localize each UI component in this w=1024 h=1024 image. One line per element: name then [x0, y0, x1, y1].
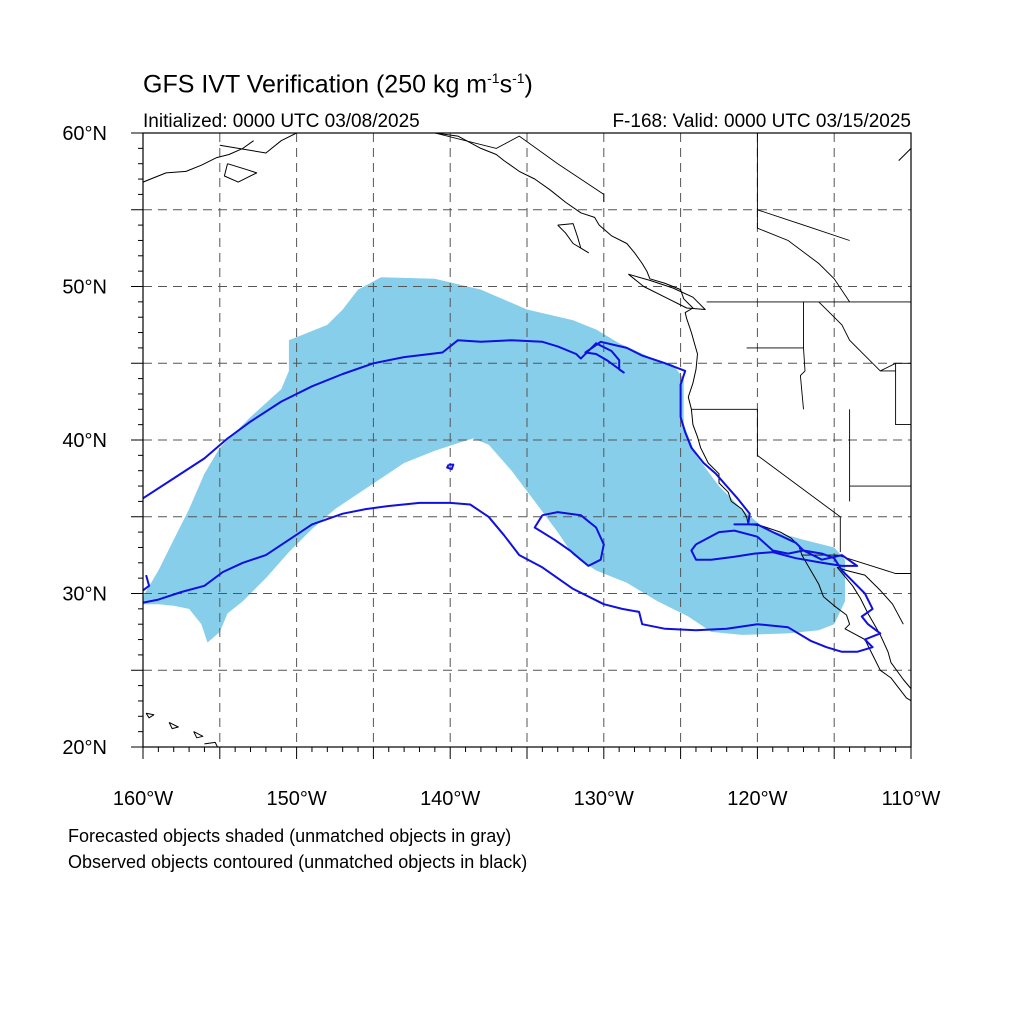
observed-object-contour	[446, 463, 455, 471]
observed-object-contour	[533, 511, 605, 567]
valid-time: F-168: Valid: 0000 UTC 03/15/2025	[612, 111, 911, 132]
coastline	[434, 133, 911, 702]
observed-object-contour	[143, 574, 151, 592]
map-ticks	[131, 132, 912, 759]
axis-labels: 160°W 150°W 140°W 130°W 120°W 110°W 60°N 50°N 40…	[62, 123, 940, 810]
coastline	[204, 741, 219, 747]
political-border	[880, 362, 896, 372]
coastline	[193, 731, 204, 739]
forecast-object-shading	[143, 277, 845, 643]
x-tick-label: 160°W	[113, 788, 173, 810]
x-tick-label: 140°W	[420, 788, 480, 810]
political-border	[691, 408, 841, 553]
coastline	[145, 712, 155, 719]
y-tick-label: 50°N	[62, 277, 107, 299]
map-frame	[142, 132, 912, 748]
y-tick-label: 40°N	[62, 430, 107, 452]
observed-object-contour	[690, 529, 859, 567]
y-tick-label: 60°N	[62, 123, 107, 145]
legend-observed-note: Observed objects contoured (unmatched ob…	[68, 852, 528, 872]
x-tick-label: 150°W	[266, 788, 326, 810]
coastline	[168, 721, 179, 730]
coastline	[223, 163, 258, 183]
coastline	[557, 223, 589, 254]
coastline	[219, 133, 389, 154]
map-content	[143, 133, 911, 747]
political-border	[757, 209, 850, 241]
coastline	[836, 566, 911, 690]
political-border	[799, 301, 806, 410]
x-tick-label: 120°W	[727, 788, 787, 810]
political-border	[801, 554, 911, 574]
x-tick-label: 130°W	[574, 788, 634, 810]
observed-object-contour	[143, 339, 882, 653]
y-tick-label: 20°N	[62, 737, 107, 759]
political-border	[818, 301, 896, 372]
coastline	[143, 140, 254, 183]
political-border	[895, 363, 911, 426]
chart-title: GFS IVT Verification (250 kg m-1s-1)	[143, 70, 533, 99]
coastline	[898, 148, 911, 161]
legend-forecast-note: Forecasted objects shaded (unmatched obj…	[68, 826, 512, 846]
political-border	[434, 133, 605, 203]
coastline	[628, 273, 706, 310]
y-tick-label: 30°N	[62, 584, 107, 606]
initialized-time: Initialized: 0000 UTC 03/08/2025	[143, 111, 420, 132]
x-tick-label: 110°W	[882, 788, 941, 810]
political-border	[756, 133, 850, 303]
